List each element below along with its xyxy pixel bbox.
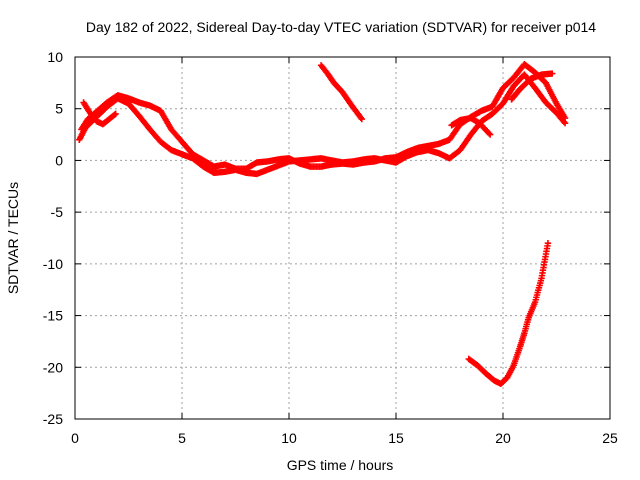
y-tick-label: -15 [43,308,63,324]
data-point [544,239,552,247]
x-tick-label: 25 [602,430,618,446]
x-axis-label: GPS time / hours [287,457,394,473]
series-track-d [317,62,365,123]
y-tick-label: -25 [43,411,63,427]
series-track-g [448,114,494,138]
y-tick-label: 5 [55,101,63,117]
x-tick-label: 10 [281,430,297,446]
y-tick-label: -20 [43,359,63,375]
data-points [76,61,569,388]
data-point [560,118,568,126]
y-axis-label: SDTVAR / TECUs [5,182,21,294]
grid-lines [75,57,610,419]
data-point [485,130,493,137]
chart-title: Day 182 of 2022, Sidereal Day-to-day VTE… [86,19,596,35]
data-point [357,114,364,121]
x-tick-label: 15 [388,430,404,446]
x-tick-label: 20 [495,430,511,446]
data-point [549,70,556,77]
series-track-f [508,70,556,103]
x-tick-labels: 0 5 10 15 20 25 [71,430,618,446]
x-tick-label: 5 [178,430,186,446]
series-track-b [78,61,569,172]
y-tick-label: -10 [43,256,63,272]
x-tick-label: 0 [71,430,79,446]
y-tick-label: 10 [47,49,63,65]
series-track-a [76,71,569,178]
y-tick-label: 0 [55,152,63,168]
series-track-e [465,239,552,388]
y-tick-label: -5 [51,204,64,220]
data-point [112,110,119,118]
axis-ticks [74,56,611,420]
y-tick-labels: -25 -20 -15 -10 -5 0 5 10 [43,49,63,427]
data-point [486,131,494,138]
data-point [561,114,569,122]
data-point [358,115,365,123]
series-track-c [80,99,119,128]
plot-frame [74,56,611,420]
data-point [111,111,118,118]
